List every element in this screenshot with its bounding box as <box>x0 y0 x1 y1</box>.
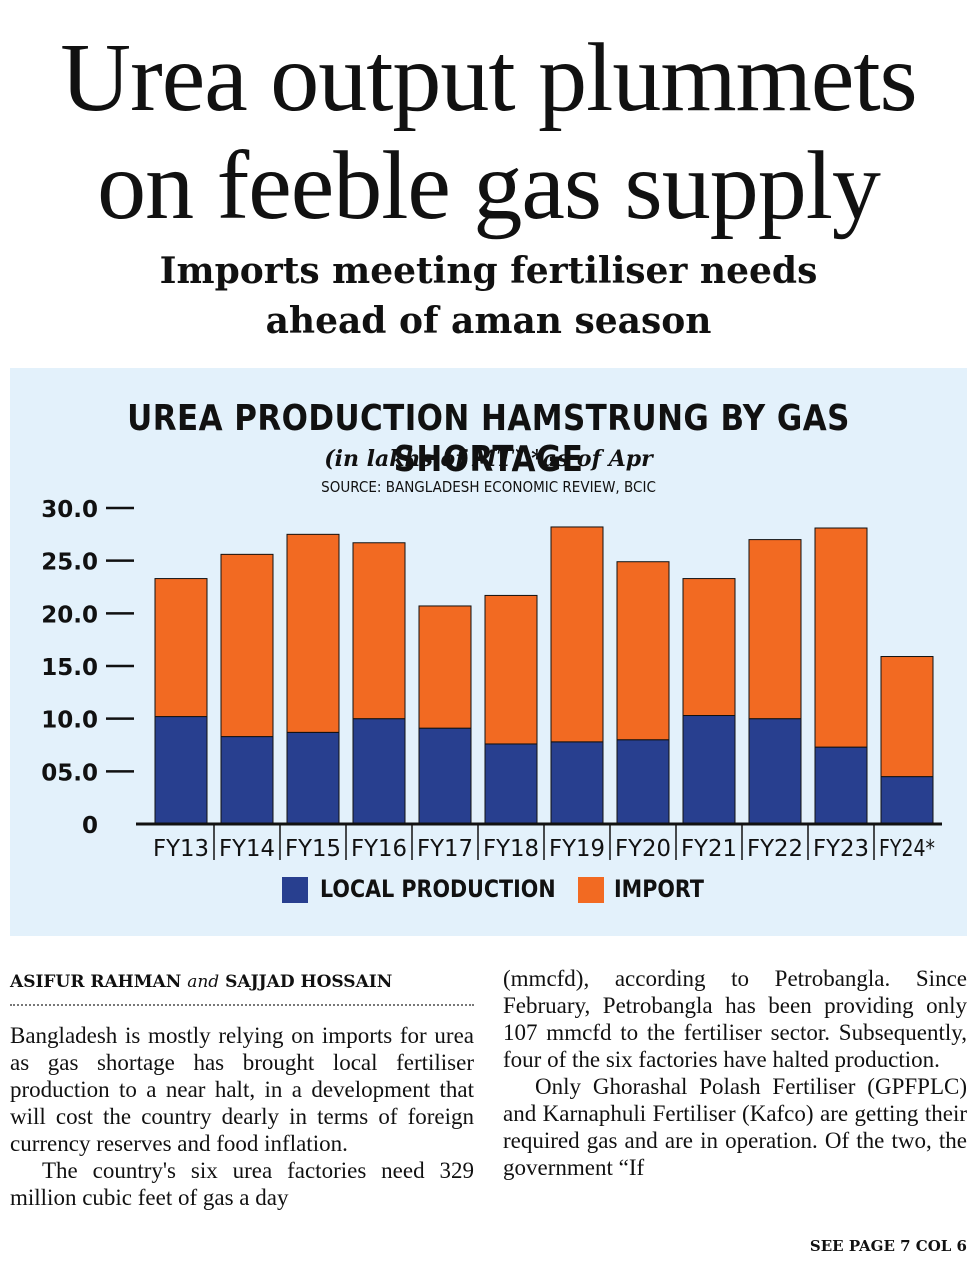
bar-local-FY16 <box>352 718 406 825</box>
x-tick-label: FY24* <box>879 836 935 862</box>
bar-import-FY14 <box>220 553 274 738</box>
bar-local-FY23 <box>814 746 868 825</box>
chart-legend: LOCAL PRODUCTION IMPORT <box>10 873 967 903</box>
bar-import-FY19 <box>550 526 604 743</box>
paragraph: (mmcfd), according to Petrobangla. Since… <box>503 966 967 1072</box>
y-tick-label: 0 <box>82 813 98 839</box>
legend-label: IMPORT <box>614 875 704 903</box>
headline-line-1: Urea output plummets <box>60 24 917 132</box>
chart-source: SOURCE: BANGLADESH ECONOMIC REVIEW, BCIC <box>321 478 656 496</box>
bar-import-FY24 <box>880 656 934 778</box>
chart-panel: UREA PRODUCTION HAMSTRUNG BY GAS SHORTAG… <box>10 368 967 936</box>
bar-import-FY17 <box>418 605 472 729</box>
x-tick-label: FY20 <box>615 836 671 862</box>
x-tick-label: FY21 <box>681 836 737 862</box>
article-column-1: Bangladesh is mostly relying on imports … <box>10 1022 474 1211</box>
bar-import-FY16 <box>352 542 406 720</box>
author-1: ASIFUR RAHMAN <box>10 972 182 992</box>
bar-local-FY18 <box>484 743 538 825</box>
headline-line-2: on feeble gas supply <box>97 132 881 240</box>
bar-local-FY17 <box>418 727 472 825</box>
bar-import-FY21 <box>682 578 736 717</box>
paragraph: The country's six urea factories need 32… <box>10 1158 474 1210</box>
byline: ASIFUR RAHMAN and SAJJAD HOSSAIN <box>10 972 392 992</box>
x-tick-label: FY16 <box>351 836 407 862</box>
bar-local-FY20 <box>616 739 670 825</box>
bar-import-FY13 <box>154 578 208 718</box>
paragraph: Only Ghorashal Polash Fertiliser (GPFPLC… <box>503 1074 967 1180</box>
y-tick-label: 30.0 <box>41 497 98 523</box>
continuation-note[interactable]: SEE PAGE 7 COL 6 <box>809 1237 967 1255</box>
article-column-2: (mmcfd), according to Petrobangla. Since… <box>503 965 967 1181</box>
byline-and: and <box>187 972 220 992</box>
subheadline-line-2: ahead of aman season <box>265 300 712 342</box>
bar-local-FY24 <box>880 776 934 825</box>
bar-import-FY20 <box>616 561 670 741</box>
chart-subtitle: (in lakhs of MT) *as of Apr <box>324 446 653 472</box>
byline-divider <box>10 1004 474 1006</box>
bar-import-FY15 <box>286 533 340 733</box>
y-tick-label: 05.0 <box>41 760 98 786</box>
x-tick-label: FY13 <box>153 836 209 862</box>
bar-local-FY13 <box>154 716 208 825</box>
bar-import-FY23 <box>814 527 868 748</box>
author-2: SAJJAD HOSSAIN <box>225 972 393 992</box>
bar-local-FY14 <box>220 736 274 825</box>
bar-local-FY15 <box>286 731 340 825</box>
bar-local-FY22 <box>748 718 802 825</box>
legend-swatch <box>282 877 308 903</box>
bar-local-FY19 <box>550 741 604 825</box>
x-tick-label: FY14 <box>219 836 275 862</box>
legend-label: LOCAL PRODUCTION <box>320 875 556 903</box>
bar-chart: 0 05.0 10.0 15.0 20.0 25.0 30.0 FY13 FY14 FY15 FY1… <box>41 497 942 862</box>
y-tick-label: 10.0 <box>41 708 98 734</box>
x-tick-label: FY17 <box>417 836 473 862</box>
x-tick-label: FY18 <box>483 836 539 862</box>
y-tick-label: 20.0 <box>41 602 98 628</box>
bar-local-FY21 <box>682 715 736 825</box>
x-tick-label: FY22 <box>747 836 803 862</box>
y-tick-label: 15.0 <box>41 655 98 681</box>
bar-import-FY22 <box>748 539 802 720</box>
x-tick-label: FY19 <box>549 836 605 862</box>
paragraph: Bangladesh is mostly relying on imports … <box>10 1023 474 1156</box>
x-tick-label: FY15 <box>285 836 341 862</box>
x-tick-label: FY23 <box>813 836 869 862</box>
legend-swatch <box>578 877 604 903</box>
subheadline-line-1: Imports meeting fertiliser needs <box>159 250 818 292</box>
bar-import-FY18 <box>484 594 538 745</box>
y-tick-label: 25.0 <box>41 550 98 576</box>
chart-title: UREA PRODUCTION HAMSTRUNG BY GAS SHORTAG… <box>127 398 850 480</box>
